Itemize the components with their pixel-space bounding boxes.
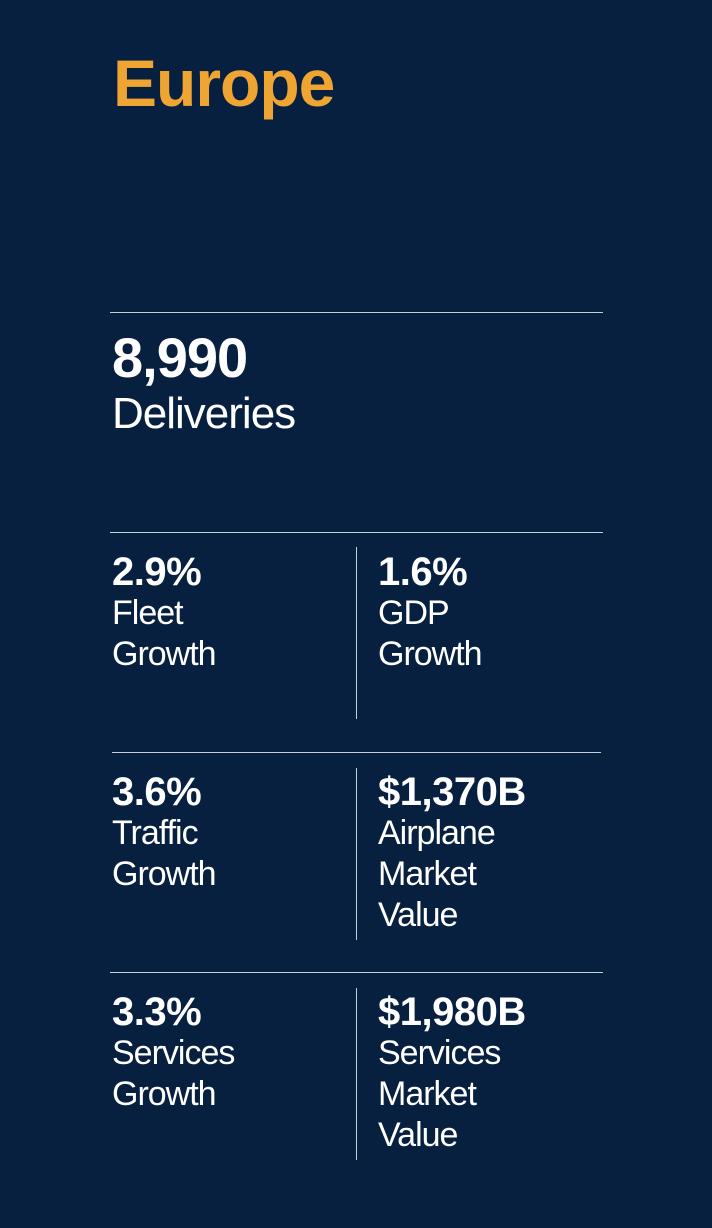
traffic-growth-stat: 3.6% Traffic Growth [112,770,217,895]
deliveries-label: Deliveries [112,389,296,438]
fleet-growth-label-line: Growth [112,635,217,673]
airplane-market-value-label-line: Market [378,855,477,893]
region-title: Europe [113,46,335,120]
traffic-growth-label-line: Traffic [112,814,199,852]
services-market-value-value: $1,980B [378,990,526,1034]
gdp-growth-label-line: Growth [378,635,483,673]
fleet-growth-label: Fleet Growth [112,593,217,675]
services-market-value-label-line: Market [378,1075,477,1113]
divider-row-3 [110,972,603,973]
services-growth-stat: 3.3% Services Growth [112,990,235,1115]
services-market-value-stat: $1,980B Services Market Value [378,992,526,1156]
divider-row-2 [112,752,601,753]
services-market-value-label-line: Services [378,1034,501,1072]
gdp-growth-label: GDP Growth [378,593,483,675]
fleet-growth-label-line: Fleet [112,594,184,632]
airplane-market-value-label-line: Value [378,896,458,934]
airplane-market-value-label-line: Airplane [378,814,496,852]
services-market-value-label-line: Value [378,1116,458,1154]
divider-top [110,312,603,313]
services-growth-label-line: Services [112,1034,235,1072]
services-growth-label-line: Growth [112,1075,217,1113]
services-growth-label: Services Growth [112,1033,235,1115]
divider-row-1 [110,532,603,533]
services-growth-value: 3.3% [112,990,202,1034]
traffic-growth-label-line: Growth [112,855,217,893]
fleet-growth-value: 2.9% [112,550,202,594]
column-divider-row-1 [356,547,357,719]
column-divider-row-2 [356,768,357,940]
services-market-value-label: Services Market Value [378,1033,526,1156]
gdp-growth-label-line: GDP [378,594,450,632]
airplane-market-value-label: Airplane Market Value [378,813,526,936]
gdp-growth-stat: 1.6% GDP Growth [378,550,483,675]
gdp-growth-value: 1.6% [378,550,468,594]
traffic-growth-label: Traffic Growth [112,813,217,895]
deliveries-value: 8,990 [112,326,248,389]
fleet-growth-stat: 2.9% Fleet Growth [112,550,217,675]
column-divider-row-3 [356,988,357,1160]
deliveries-stat: 8,990 Deliveries [112,326,296,438]
airplane-market-value-value: $1,370B [378,770,526,814]
airplane-market-value-stat: $1,370B Airplane Market Value [378,772,526,936]
traffic-growth-value: 3.6% [112,770,202,814]
